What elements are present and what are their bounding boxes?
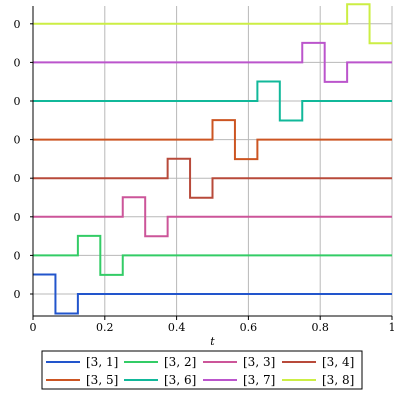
x-tick-label: 0 xyxy=(30,321,37,334)
x-tick-label: 1 xyxy=(389,321,396,334)
y-tick-label: 0 xyxy=(14,95,21,108)
series-line xyxy=(33,3,392,45)
series-line xyxy=(33,273,392,315)
series-line xyxy=(33,119,392,161)
series-line xyxy=(33,41,392,83)
legend-label: [3, 6] xyxy=(164,373,196,387)
legend-label: [3, 2] xyxy=(164,355,196,369)
x-tick-label: 0.8 xyxy=(311,321,329,334)
x-axis-label: t xyxy=(210,335,215,348)
legend-label: [3, 7] xyxy=(243,373,275,387)
legend: [3, 1] [3, 2] [3, 3] [3, 4] [3, 5] [3, 6] [3, … xyxy=(41,350,363,390)
x-tick-label: 0.6 xyxy=(240,321,258,334)
grid xyxy=(33,6,393,316)
y-tick-label: 0 xyxy=(14,172,21,185)
legend-label: [3, 8] xyxy=(322,373,354,387)
legend-label: [3, 3] xyxy=(243,355,275,369)
y-tick-label: 0 xyxy=(14,56,21,69)
legend-label: [3, 5] xyxy=(86,373,118,387)
y-tick-label: 0 xyxy=(14,288,21,301)
series-line xyxy=(33,157,392,199)
legend-box xyxy=(41,350,363,390)
series-line xyxy=(33,234,392,276)
legend-label: [3, 1] xyxy=(86,355,118,369)
x-tick-label: 0.4 xyxy=(168,321,186,334)
legend-label: [3, 4] xyxy=(322,355,354,369)
axes: 0 0 0 0 0 0 0 0 0 0.2 0.4 0.6 0.8 1 xyxy=(14,6,396,334)
x-tick-label: 0.2 xyxy=(96,321,114,334)
y-tick-label: 0 xyxy=(14,211,21,224)
series-lines xyxy=(33,3,392,315)
y-tick-label: 0 xyxy=(14,134,21,147)
series-line xyxy=(33,80,392,122)
y-tick-label: 0 xyxy=(14,18,21,31)
series-line xyxy=(33,196,392,238)
y-tick-label: 0 xyxy=(14,249,21,262)
